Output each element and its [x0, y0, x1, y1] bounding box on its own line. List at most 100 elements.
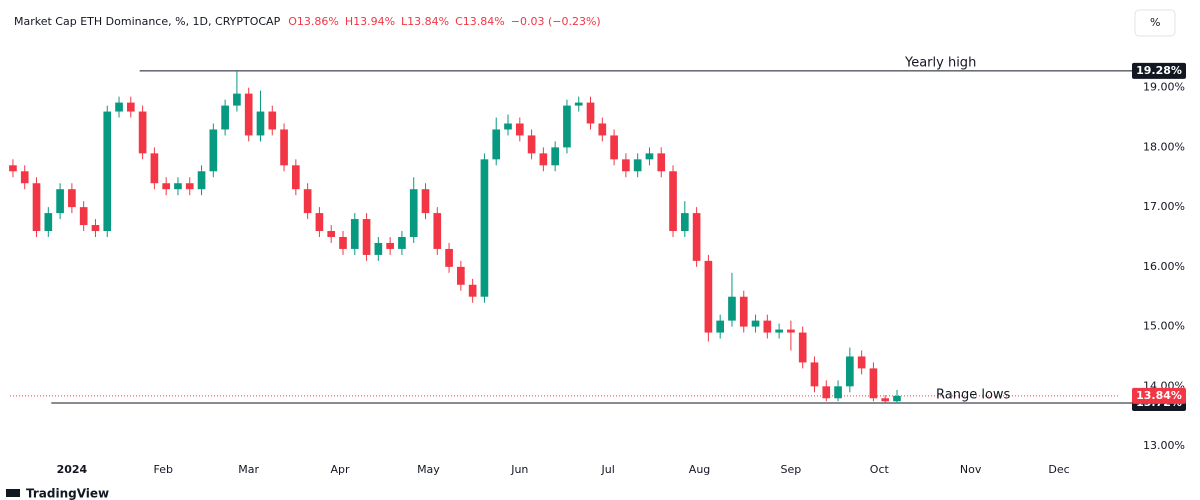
candle-body — [233, 93, 241, 106]
candle-body — [492, 129, 501, 160]
candle-body — [586, 102, 595, 124]
candle-body — [822, 386, 831, 399]
x-tick-label: Feb — [153, 463, 172, 476]
x-tick-label: Apr — [331, 463, 351, 476]
candle-body — [9, 165, 17, 172]
candle-body — [716, 320, 725, 333]
candle-body — [598, 123, 607, 136]
candle-body — [174, 183, 182, 190]
candle-body — [433, 213, 442, 249]
candle-body — [374, 242, 383, 255]
candle-body — [763, 320, 772, 333]
candle-body — [480, 159, 489, 297]
candle-body — [138, 111, 147, 154]
candle-body — [162, 183, 171, 190]
y-tick-label: 17.00% — [1143, 200, 1185, 213]
candle-body — [32, 183, 41, 232]
candle-body — [256, 111, 265, 136]
candle-body — [197, 171, 206, 190]
candle-body — [398, 236, 406, 249]
legend-value: L13.84% — [401, 15, 449, 28]
candle-body — [539, 153, 548, 166]
x-tick-label: Dec — [1048, 463, 1069, 476]
footer-logo: TradingView — [26, 487, 109, 500]
candle-body — [563, 105, 571, 148]
candle-body — [857, 356, 866, 369]
y-tick-label: 13.00% — [1143, 439, 1185, 452]
candle-body — [209, 129, 218, 172]
candle-body — [126, 102, 135, 112]
price-tag-label: 13.84% — [1136, 389, 1182, 402]
legend-value: O13.86% — [288, 15, 339, 28]
candle-body — [91, 225, 100, 232]
price-tag — [1132, 62, 1186, 79]
candle-body — [457, 266, 465, 285]
y-tick-label: 18.00% — [1143, 140, 1185, 153]
candle-body — [268, 111, 277, 130]
x-tick-label: Jun — [510, 463, 528, 476]
candle-body — [292, 165, 300, 190]
candle-body — [350, 219, 359, 249]
x-tick-label: Jul — [601, 463, 615, 476]
candle-body — [798, 332, 807, 363]
candle-body — [645, 153, 654, 160]
candle-body — [739, 296, 748, 327]
y-tick-label: 19.00% — [1143, 81, 1185, 94]
x-tick-label: Oct — [870, 463, 890, 476]
candle-body — [846, 356, 854, 387]
candle-body — [44, 213, 53, 232]
candle-body — [409, 189, 418, 237]
candle-body — [551, 147, 559, 166]
legend-value: C13.84% — [455, 15, 505, 28]
candle-body — [339, 236, 347, 249]
candle-body — [574, 102, 583, 106]
candle-body — [327, 231, 336, 237]
candle-body — [79, 207, 88, 226]
candle-body — [680, 213, 689, 232]
x-tick-label: Aug — [689, 463, 710, 476]
candle-body — [704, 260, 713, 333]
candle-body — [869, 368, 878, 399]
candle-body — [893, 395, 901, 402]
level-annotation: Range lows — [936, 388, 1011, 403]
level-annotation: Yearly high — [904, 55, 976, 70]
candle-body — [728, 296, 736, 321]
x-tick-label: Nov — [960, 463, 982, 476]
candle-body — [787, 329, 795, 333]
candle-body — [421, 189, 430, 214]
candle-body — [20, 171, 29, 184]
x-tick-label: May — [417, 463, 440, 476]
candle-body — [633, 159, 642, 172]
candle-body — [610, 135, 618, 160]
candle-body — [303, 189, 312, 214]
candle-body — [315, 213, 324, 232]
candle-body — [185, 183, 194, 190]
y-tick-label: 15.00% — [1143, 320, 1185, 333]
candle-body — [622, 159, 630, 172]
ohlc-legend: O13.86% H13.94% L13.84% C13.84% −0.03 (−0.23… — [288, 15, 600, 28]
scale-button-label[interactable]: % — [1150, 16, 1160, 29]
candle-body — [515, 123, 524, 136]
candle-body — [810, 362, 819, 387]
candle-body — [150, 153, 159, 184]
candle-body — [834, 386, 842, 399]
candle-body — [751, 320, 760, 327]
candle-body — [881, 398, 890, 402]
candle-body — [468, 284, 477, 297]
logo-icon — [6, 489, 20, 497]
candle-body — [504, 123, 512, 130]
candle-body — [527, 135, 536, 154]
candle-body — [445, 248, 453, 267]
candle-body — [692, 213, 701, 261]
price-tag-label: 19.28% — [1136, 64, 1182, 77]
scale-button[interactable] — [1134, 9, 1176, 37]
candle-body — [386, 242, 394, 249]
candle-body — [68, 189, 76, 208]
x-tick-label: 2024 — [57, 463, 88, 476]
candle-body — [115, 102, 123, 112]
candle-body — [221, 105, 229, 130]
candle-body — [362, 219, 371, 255]
candle-body — [669, 171, 677, 232]
